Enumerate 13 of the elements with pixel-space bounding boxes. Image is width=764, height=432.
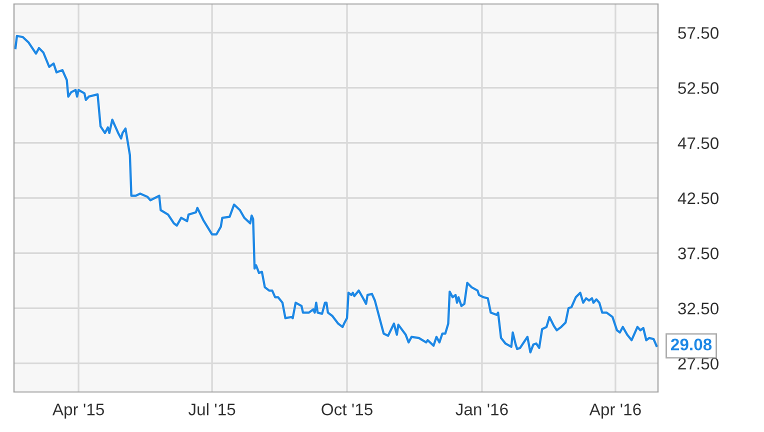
- x-tick-label: Oct '15: [322, 404, 372, 416]
- y-tick-label: 57.50: [678, 27, 718, 39]
- x-tick-label: Jan '16: [456, 404, 508, 416]
- y-tick-label: 47.50: [678, 137, 718, 150]
- annotation: 29.08: [671, 338, 712, 350]
- y-tick-label: 32.50: [678, 302, 718, 314]
- y-tick-label: 42.50: [678, 192, 718, 204]
- y-tick-label: 52.50: [678, 82, 718, 94]
- y-tick-label: 37.50: [678, 248, 718, 260]
- x-tick-label: Jul '15: [188, 403, 236, 416]
- x-tick-label: Apr '15: [52, 404, 104, 419]
- x-tick-label: Apr '16: [589, 404, 641, 419]
- line-series: [14, 34, 658, 354]
